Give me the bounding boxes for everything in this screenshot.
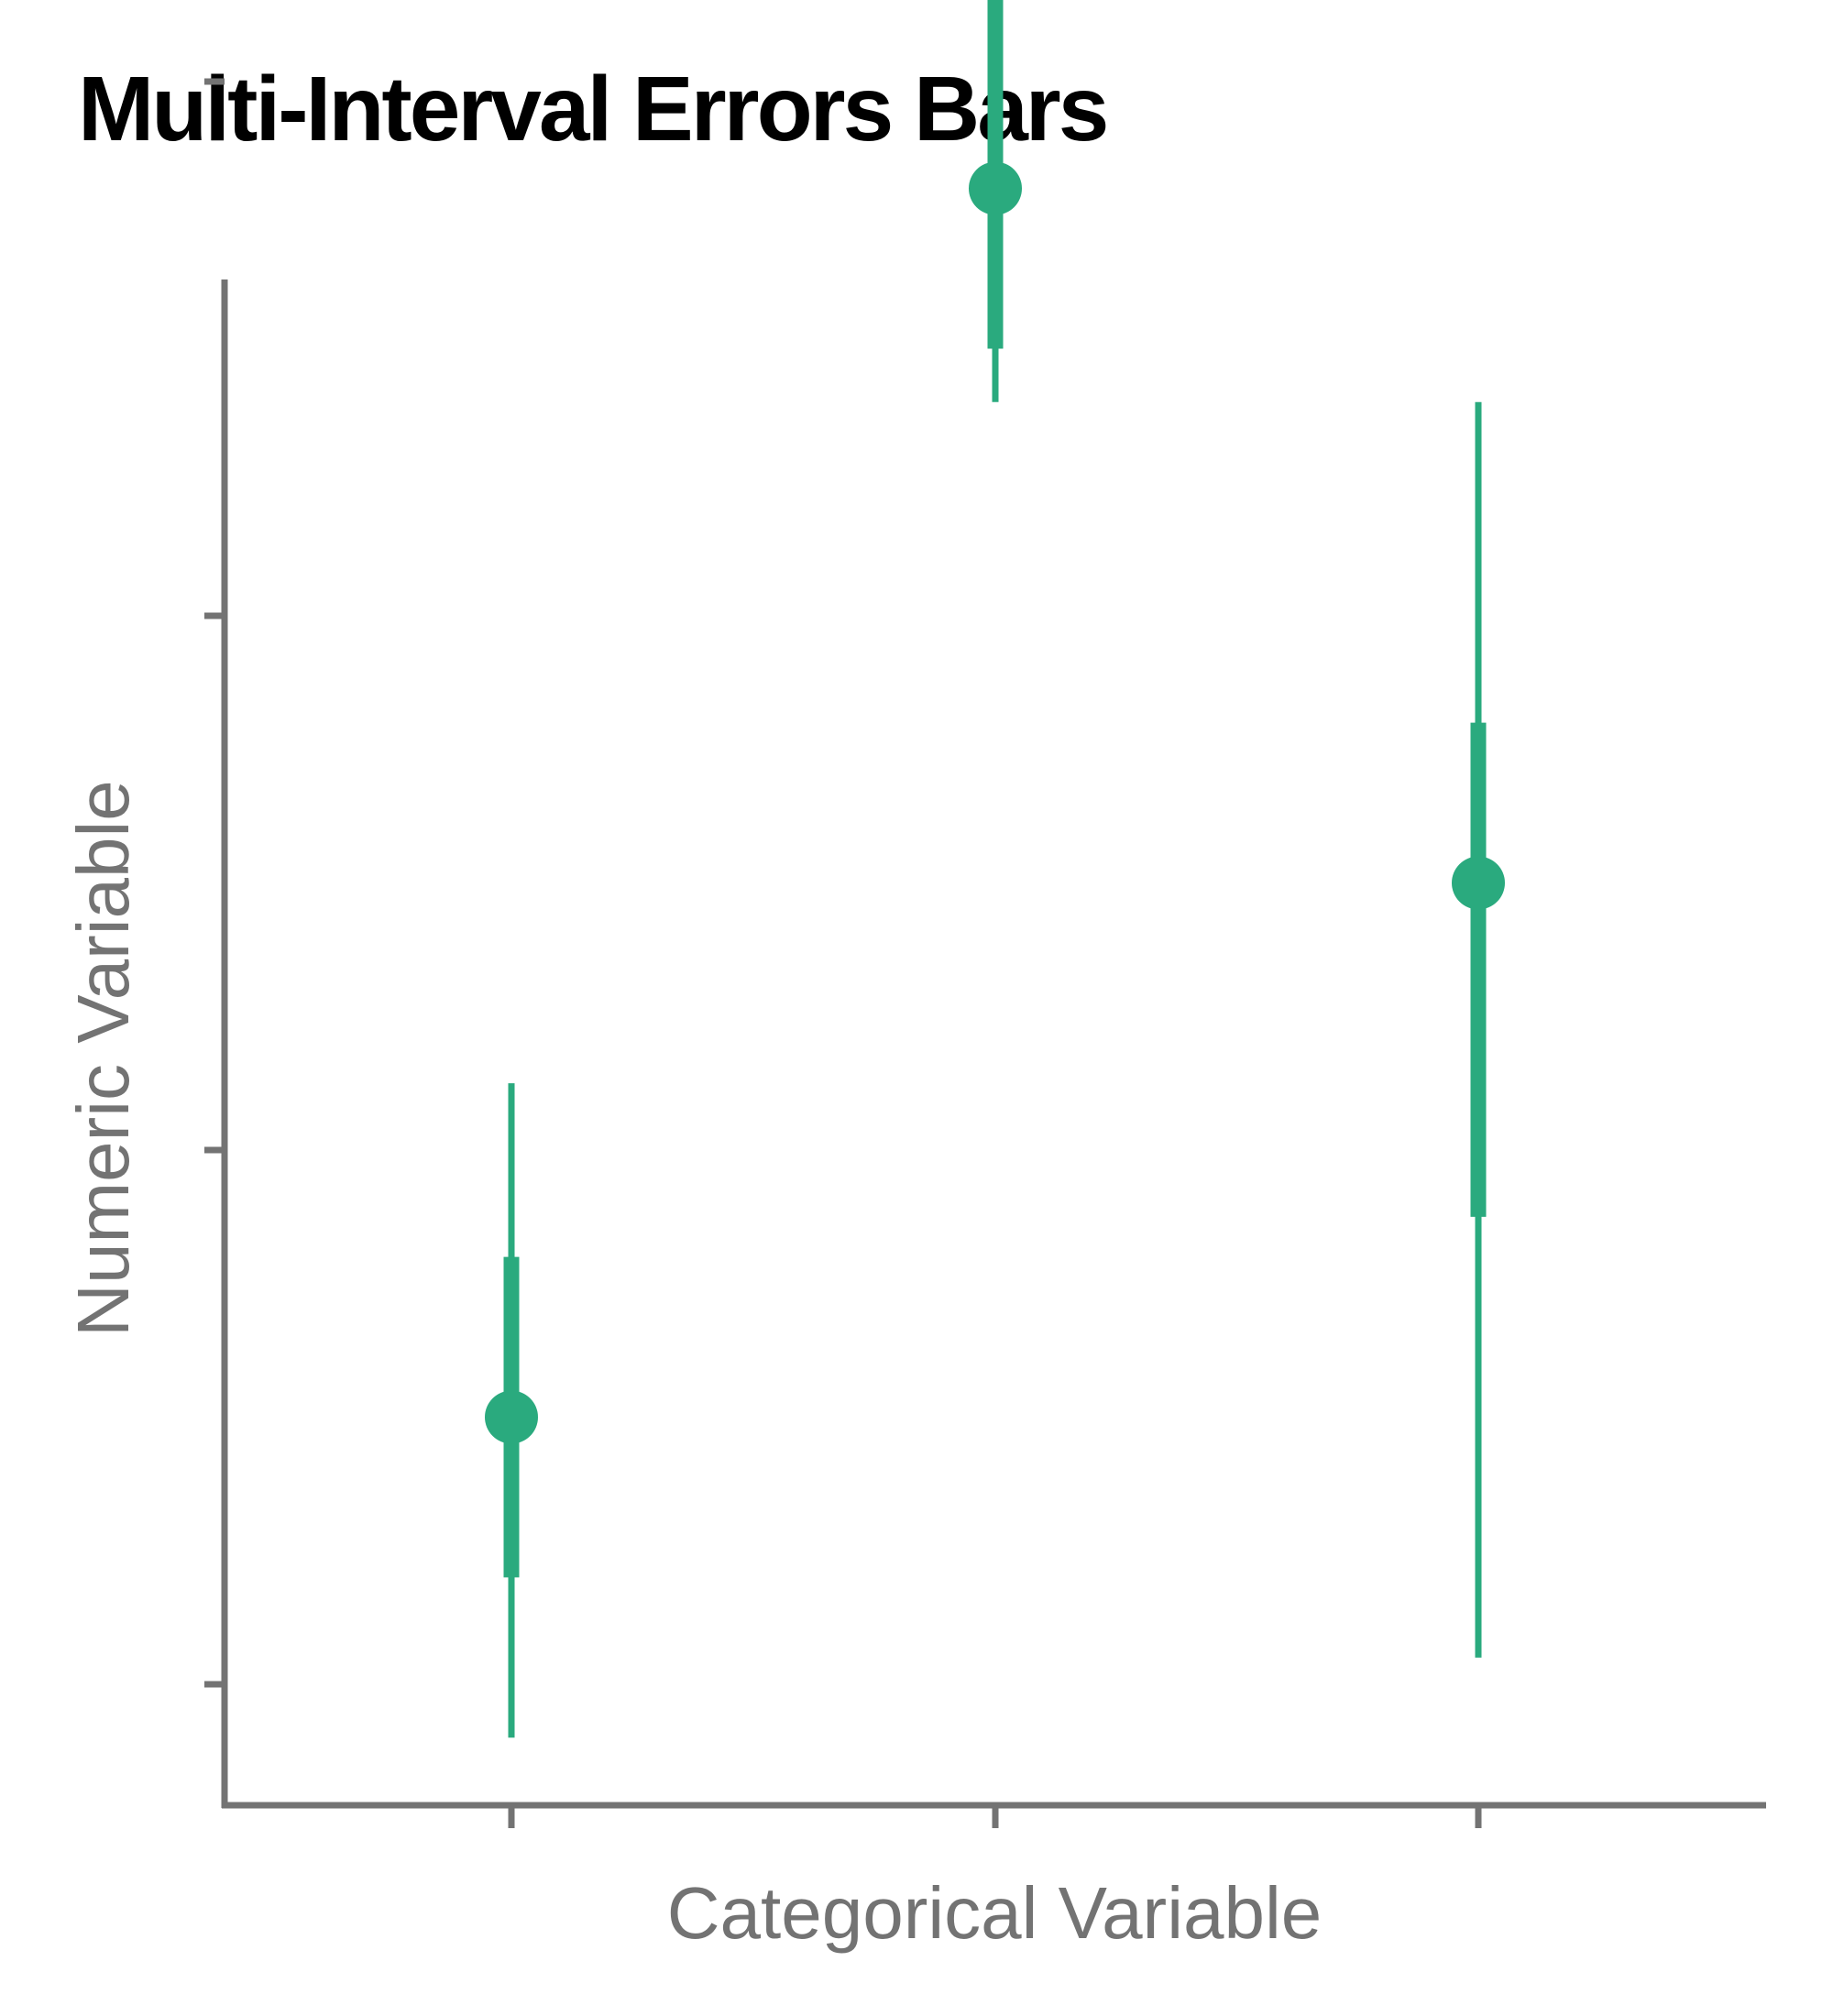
- data-marks: [485, 0, 1505, 1738]
- errorbar-group: [969, 0, 1022, 402]
- point-estimate: [969, 161, 1022, 215]
- x-ticks: [508, 1805, 1482, 1828]
- y-axis-label: Numeric Variable: [62, 780, 144, 1337]
- chart-title: Multi-Interval Errors Bars: [78, 58, 1109, 160]
- x-axis-label: Categorical Variable: [667, 1872, 1322, 1954]
- axes: [221, 279, 1766, 1809]
- point-estimate: [1452, 856, 1505, 910]
- errorbar-group: [1452, 401, 1505, 1658]
- y-ticks: [204, 78, 225, 1688]
- errorbar-group: [485, 1083, 538, 1738]
- point-estimate: [485, 1390, 538, 1444]
